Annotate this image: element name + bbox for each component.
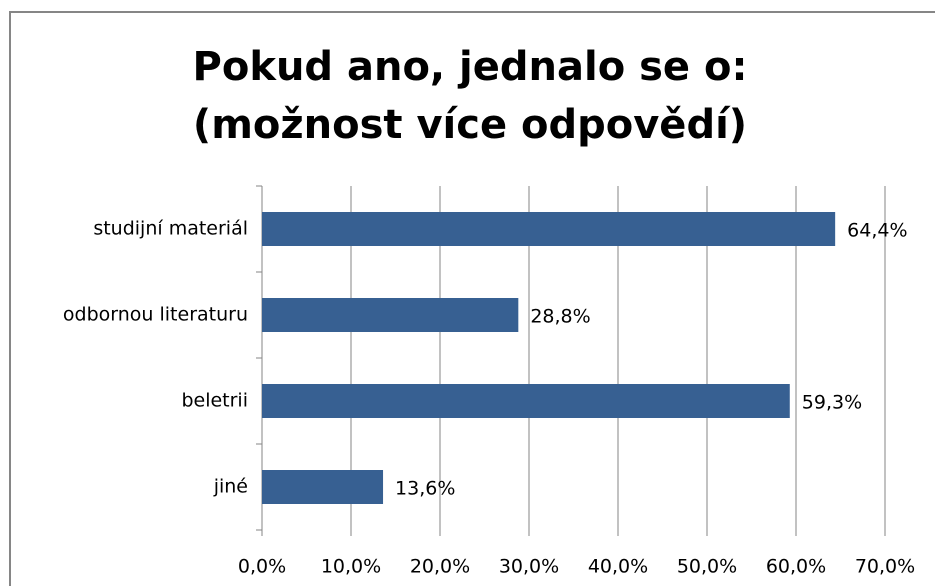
y-tick-label: studijní materiál: [93, 218, 248, 240]
x-tick-label: 40,0%: [588, 556, 648, 578]
x-tick-label: 0,0%: [238, 556, 286, 578]
x-tick-label: 20,0%: [410, 556, 470, 578]
x-tick-label: 60,0%: [766, 556, 826, 578]
chart-title: Pokud ano, jednalo se o: (možnost více o…: [192, 44, 748, 148]
bar: [262, 470, 384, 504]
x-tick-label: 70,0%: [855, 556, 915, 578]
data-label: 64,4%: [847, 220, 907, 242]
x-tick-label: 50,0%: [677, 556, 737, 578]
data-label: 13,6%: [395, 478, 455, 500]
chart-border: [9, 11, 935, 586]
y-tick-label: jiné: [213, 476, 248, 498]
x-tick-label: 10,0%: [321, 556, 381, 578]
data-label: 59,3%: [802, 392, 862, 414]
bar: [262, 384, 790, 418]
x-tick-label: 30,0%: [499, 556, 559, 578]
bar: [262, 298, 519, 332]
y-tick-label: odbornou literaturu: [63, 304, 248, 326]
data-label: 28,8%: [530, 306, 590, 328]
y-tick-label: beletrii: [181, 390, 248, 412]
bar: [262, 212, 836, 246]
